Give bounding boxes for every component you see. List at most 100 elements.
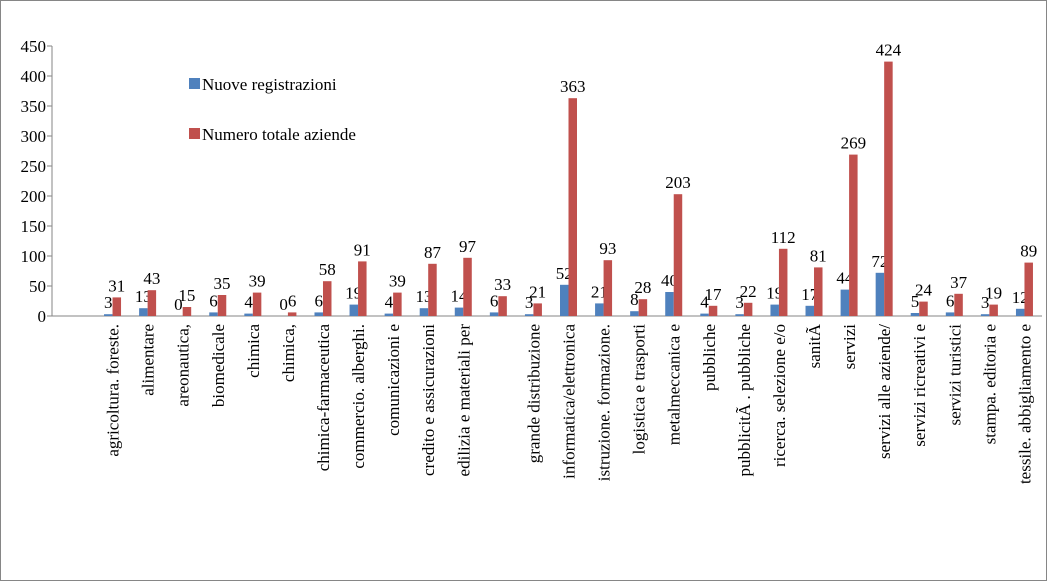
data-label: 97	[459, 237, 477, 256]
data-label: 17	[705, 285, 723, 304]
data-label: 22	[740, 282, 757, 301]
bar	[989, 304, 998, 316]
data-label: 39	[249, 272, 266, 291]
data-label: 28	[634, 278, 651, 297]
y-tick-label: 250	[21, 157, 47, 176]
bar	[287, 312, 297, 316]
data-label: 39	[389, 272, 406, 291]
data-label: 6	[288, 291, 297, 310]
bar	[463, 257, 472, 316]
bar	[770, 304, 779, 316]
bar	[358, 261, 367, 316]
bar	[147, 290, 157, 316]
x-tick-label: tessile. abbigliamento e	[1015, 324, 1034, 484]
bar	[182, 307, 192, 316]
bar	[252, 292, 262, 316]
y-tick-label: 300	[21, 127, 47, 146]
x-tick-label: istruzione. formazione.	[595, 324, 614, 481]
x-tick-label: servizi ricreativi e	[910, 324, 929, 447]
data-label: 0	[174, 295, 183, 314]
bar	[139, 308, 148, 316]
data-label: 93	[599, 239, 616, 258]
data-label: 269	[841, 134, 867, 153]
data-label: 3	[104, 293, 113, 312]
data-label: 33	[494, 275, 511, 294]
x-tick-label: logistica e trasporti	[630, 324, 649, 455]
bar	[498, 296, 507, 316]
bar	[805, 305, 815, 316]
data-label: 31	[108, 276, 125, 295]
bar	[454, 307, 464, 316]
x-tick-label: ricerca. selezione e/o	[770, 324, 789, 467]
x-tick-label: servizi turistici	[945, 324, 964, 426]
data-label: 203	[665, 173, 691, 192]
bar	[945, 312, 955, 316]
x-tick-label: biomedicale	[209, 324, 228, 407]
bar	[568, 98, 577, 316]
bar	[217, 295, 227, 316]
bar	[875, 272, 885, 316]
bar	[700, 313, 709, 316]
x-tick-label: chimica	[244, 324, 263, 378]
bar	[708, 305, 718, 316]
bar	[1015, 308, 1025, 316]
bar	[209, 312, 218, 316]
x-tick-label: stampa. editoria e	[980, 324, 999, 444]
bar	[814, 267, 823, 316]
bar	[630, 311, 639, 316]
data-label: 3	[525, 293, 534, 312]
bar	[884, 61, 893, 316]
data-label: 37	[950, 273, 968, 292]
x-tick-label: servizi	[840, 324, 859, 370]
y-tick-label: 200	[21, 187, 47, 206]
legend-label: Nuove registrazioni	[202, 75, 337, 94]
x-tick-label: alimentare	[139, 324, 158, 396]
data-label: 6	[946, 291, 955, 310]
y-tick-label: 400	[21, 67, 47, 86]
bar	[673, 194, 683, 316]
bar	[533, 303, 542, 316]
bar	[849, 154, 858, 316]
data-label: 4	[385, 293, 394, 312]
y-tick-label: 450	[21, 37, 47, 56]
bar	[244, 313, 253, 316]
data-label: 43	[143, 269, 160, 288]
data-label: 87	[424, 243, 442, 262]
data-label: 6	[209, 291, 218, 310]
data-label: 3	[735, 293, 744, 312]
data-label: 91	[354, 240, 371, 259]
bar	[603, 260, 613, 316]
data-label: 6	[314, 291, 323, 310]
x-tick-label: agricoltura. foreste.	[104, 324, 123, 457]
bar	[919, 301, 928, 316]
bar	[595, 303, 604, 316]
legend-swatch	[189, 128, 200, 139]
bar	[419, 308, 429, 316]
bar	[314, 312, 323, 316]
bar	[428, 263, 437, 316]
bar	[743, 302, 753, 316]
bar	[980, 314, 990, 316]
bar	[524, 314, 534, 316]
data-label: 24	[915, 281, 933, 300]
x-tick-label: servizi alle aziende/	[875, 324, 894, 459]
y-tick-label: 350	[21, 97, 47, 116]
data-label: 19	[985, 284, 1002, 303]
bar	[735, 314, 744, 316]
x-tick-label: pubbliche	[700, 324, 719, 391]
bar	[384, 313, 394, 316]
x-tick-label: sanitÃ	[805, 323, 824, 368]
data-label: 21	[529, 282, 546, 301]
data-label: 424	[876, 41, 902, 60]
data-label: 363	[560, 77, 586, 96]
bar	[393, 292, 402, 316]
x-tick-label: chimica-farmaceutica	[314, 324, 333, 472]
bar	[910, 313, 920, 316]
data-label: 89	[1020, 242, 1037, 261]
bar	[638, 299, 648, 316]
data-label: 4	[244, 293, 253, 312]
x-tick-label: metalmeccanica e	[665, 324, 684, 445]
x-tick-label: edilizia e materiali per	[454, 324, 473, 477]
